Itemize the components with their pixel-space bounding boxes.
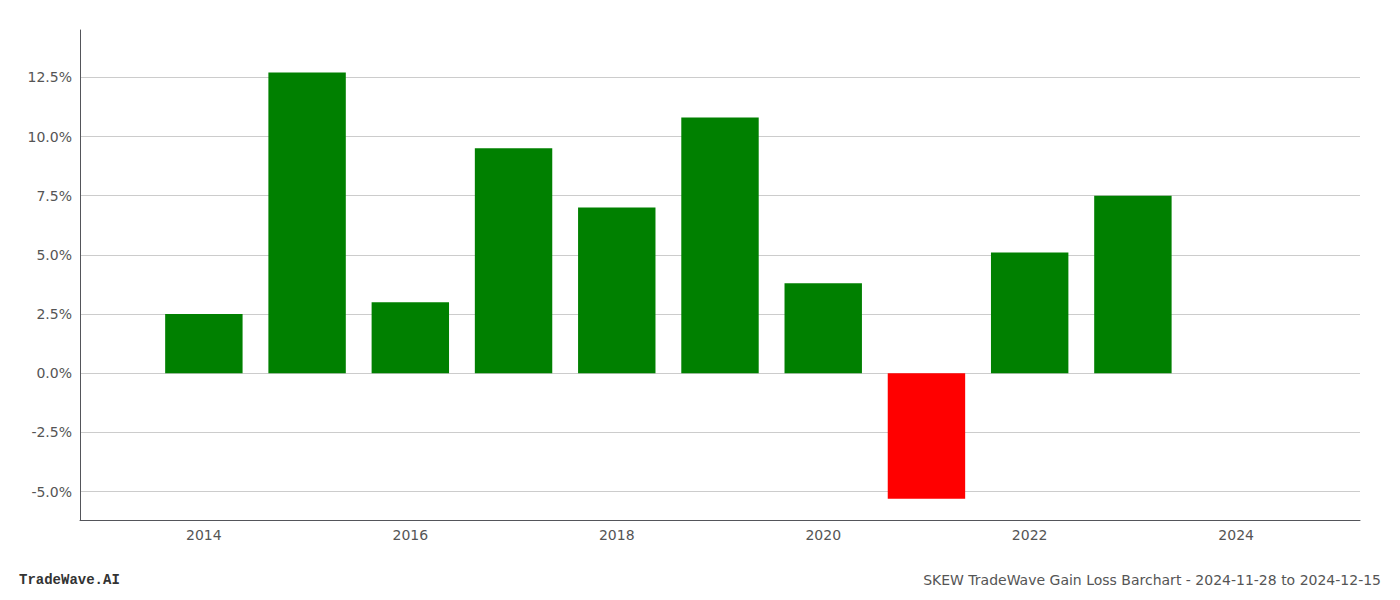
svg-text:7.5%: 7.5% (36, 188, 72, 204)
svg-text:SKEW TradeWave Gain Loss Barch: SKEW TradeWave Gain Loss Barchart - 2024… (923, 572, 1381, 588)
svg-text:2.5%: 2.5% (36, 306, 72, 322)
svg-text:12.5%: 12.5% (28, 69, 72, 85)
svg-text:5.0%: 5.0% (36, 247, 72, 263)
svg-text:10.0%: 10.0% (28, 129, 72, 145)
svg-text:2016: 2016 (393, 527, 429, 543)
svg-text:0.0%: 0.0% (36, 365, 72, 381)
svg-text:-5.0%: -5.0% (31, 484, 72, 500)
svg-text:2020: 2020 (805, 527, 841, 543)
svg-text:2022: 2022 (1012, 527, 1048, 543)
svg-text:2024: 2024 (1218, 527, 1254, 543)
svg-text:2018: 2018 (599, 527, 635, 543)
svg-text:-2.5%: -2.5% (31, 424, 72, 440)
svg-text:TradeWave.AI: TradeWave.AI (19, 572, 120, 588)
svg-text:2014: 2014 (186, 527, 222, 543)
